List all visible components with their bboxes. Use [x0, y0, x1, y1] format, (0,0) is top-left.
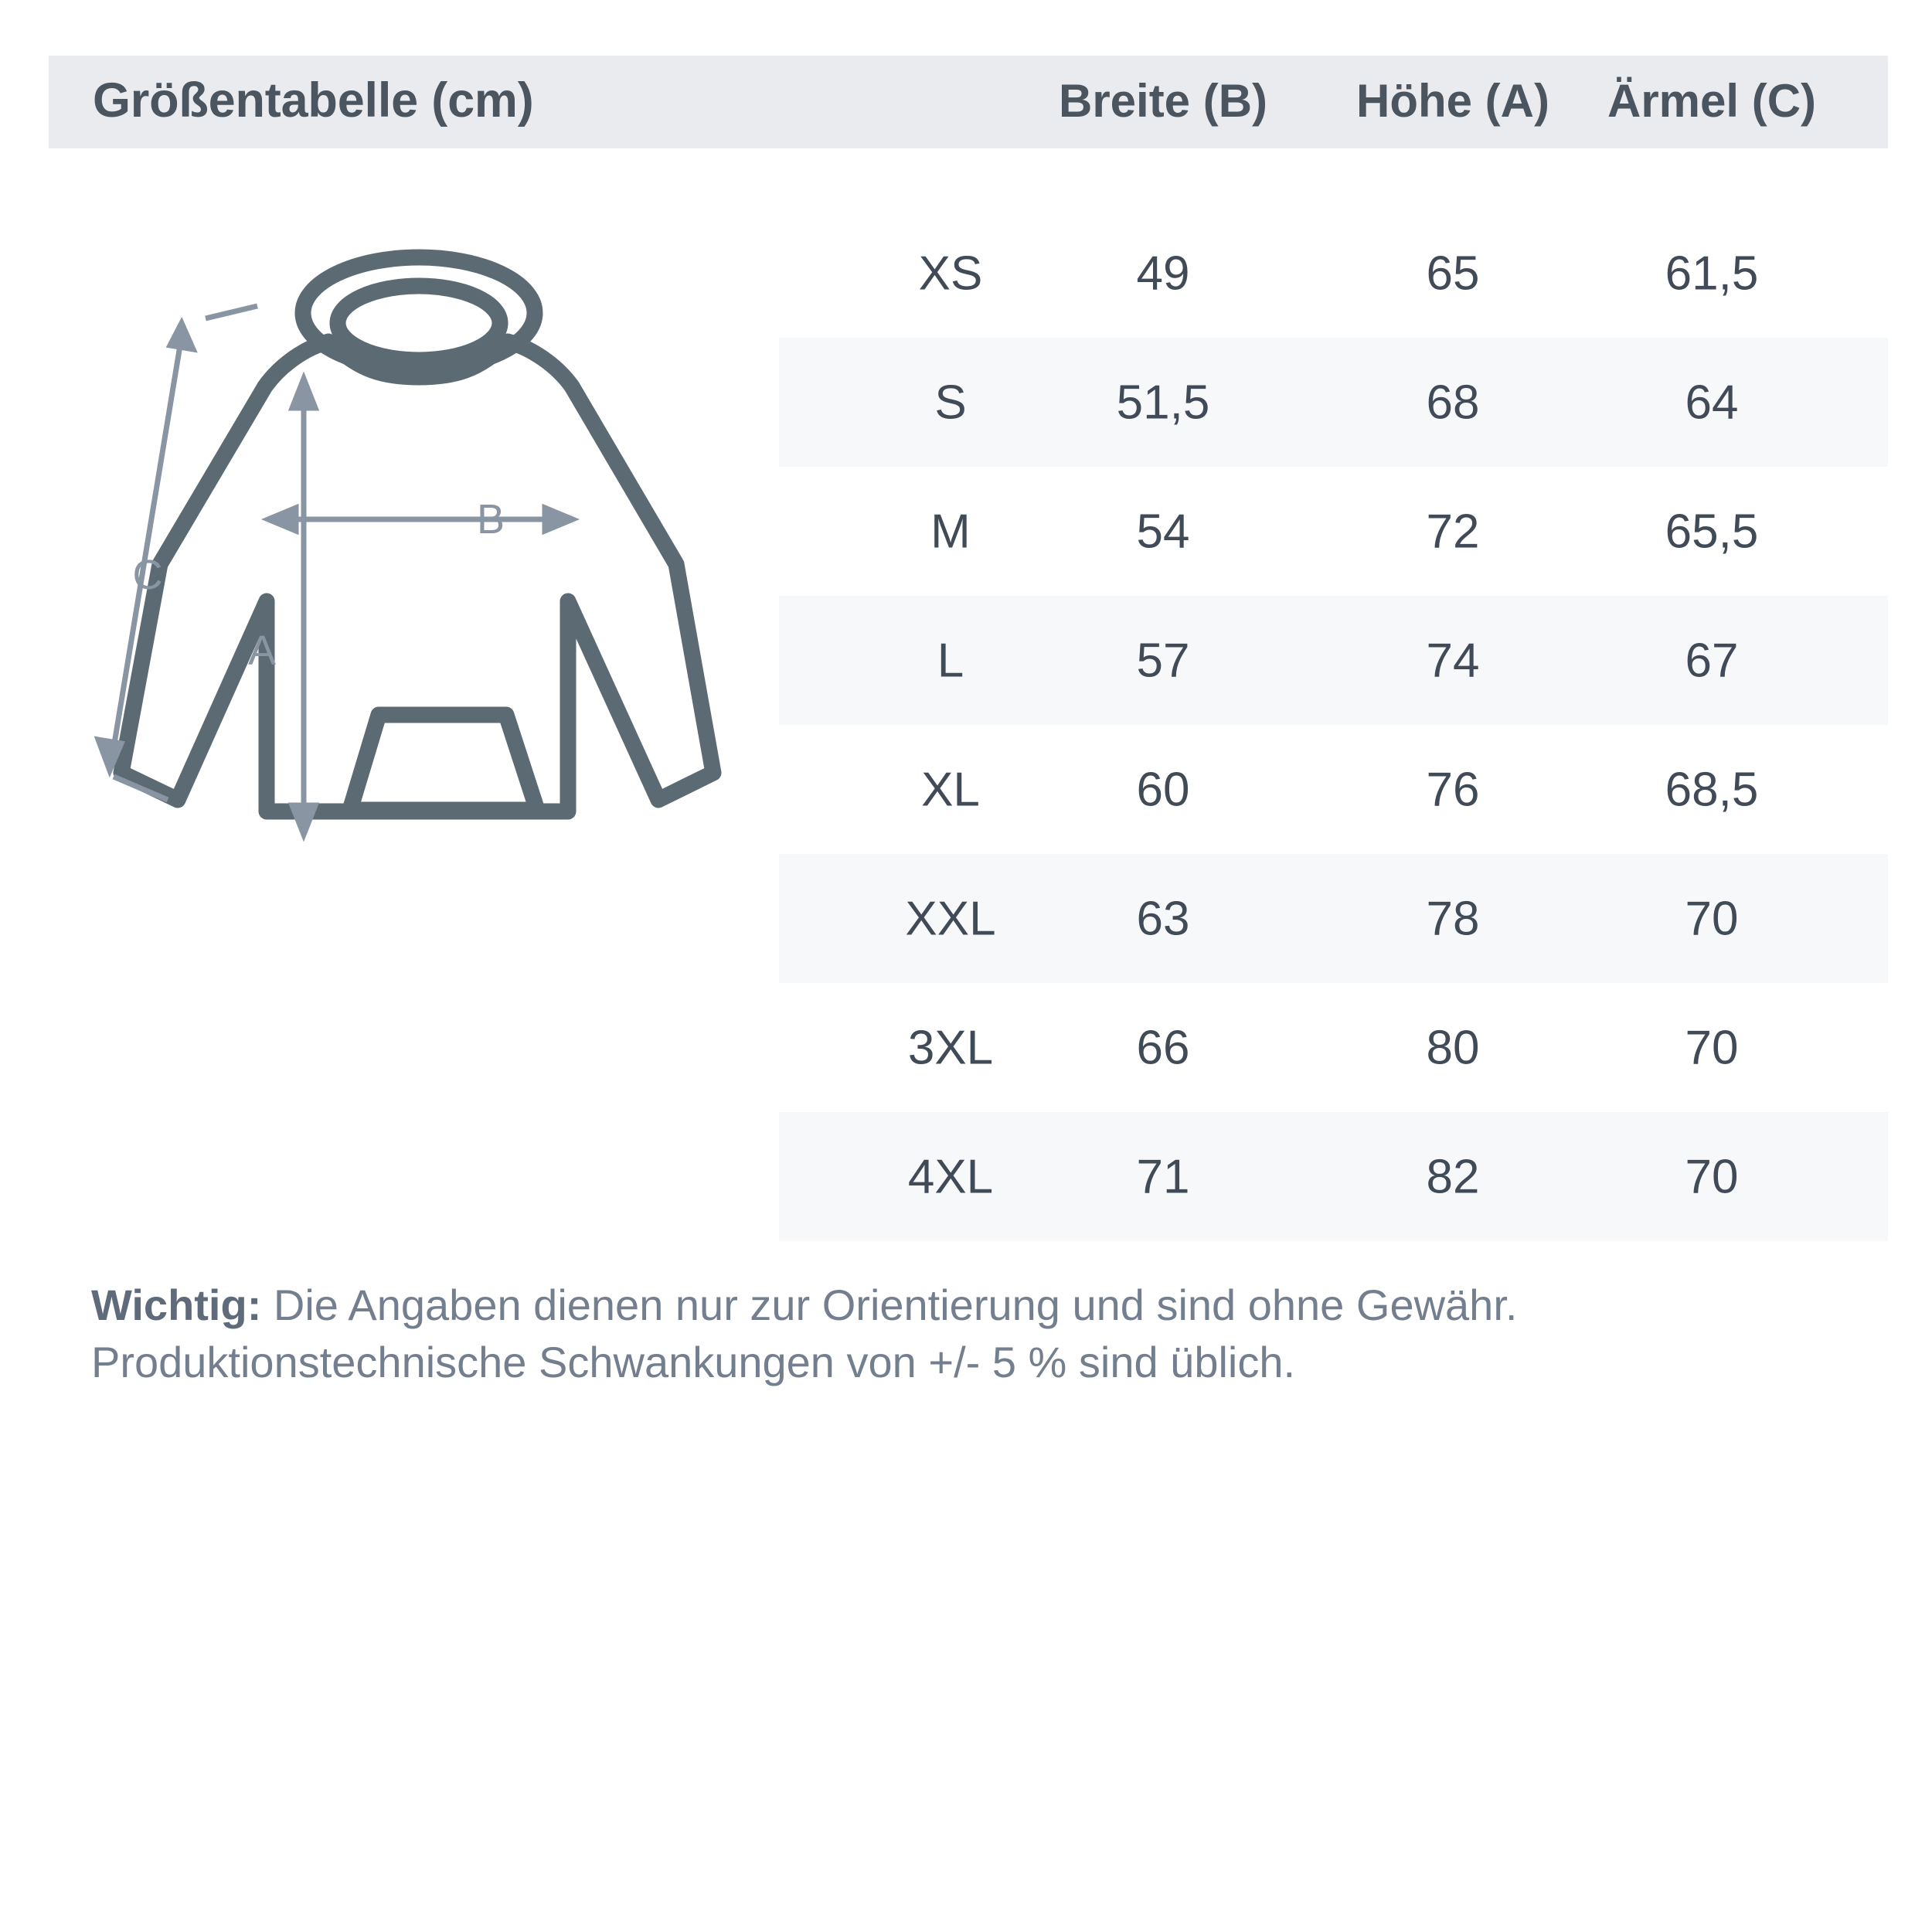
disclaimer-label: Wichtig:	[91, 1281, 262, 1329]
cell-hoehe: 80	[1426, 1021, 1480, 1074]
cell-size: XL	[921, 763, 980, 816]
column-header-hoehe: Höhe (A)	[1356, 75, 1549, 127]
cell-aermel: 65,5	[1665, 505, 1759, 558]
table-row: S 51,5 68 64	[779, 338, 1888, 467]
cell-size: M	[930, 505, 971, 558]
cell-breite: 51,5	[1116, 376, 1210, 429]
cell-size: 3XL	[907, 1021, 994, 1074]
cell-aermel: 64	[1685, 376, 1739, 429]
header-band	[49, 56, 1888, 148]
hoodie-diagram: C B A	[73, 232, 769, 842]
cell-breite: 71	[1136, 1150, 1190, 1203]
dimension-label-c: C	[133, 552, 163, 598]
cell-hoehe: 76	[1426, 763, 1480, 816]
table-row: XL 60 76 68,5	[779, 725, 1888, 854]
cell-breite: 54	[1136, 505, 1190, 558]
cell-breite: 49	[1136, 247, 1190, 300]
cell-hoehe: 72	[1426, 505, 1480, 558]
column-header-aermel: Ärmel (C)	[1607, 75, 1817, 127]
cell-size: L	[937, 634, 964, 687]
size-table: XS 49 65 61,5 S 51,5 68 64 M 54 72 65,5 …	[779, 209, 1888, 1241]
table-row: 3XL 66 80 70	[779, 983, 1888, 1112]
cell-hoehe: 82	[1426, 1150, 1480, 1203]
disclaimer-text: Die Angaben dienen nur zur Orientierung …	[91, 1281, 1518, 1387]
cell-breite: 66	[1136, 1021, 1190, 1074]
cell-aermel: 70	[1685, 1021, 1739, 1074]
cell-aermel: 67	[1685, 634, 1739, 687]
cell-aermel: 70	[1685, 1150, 1739, 1203]
cell-hoehe: 68	[1426, 376, 1480, 429]
cell-hoehe: 74	[1426, 634, 1480, 687]
cell-hoehe: 65	[1426, 247, 1480, 300]
cell-size: XXL	[905, 892, 996, 945]
table-row: L 57 74 67	[779, 596, 1888, 725]
cell-aermel: 70	[1685, 892, 1739, 945]
cell-breite: 63	[1136, 892, 1190, 945]
cell-aermel: 61,5	[1665, 247, 1759, 300]
cell-aermel: 68,5	[1665, 763, 1759, 816]
cell-size: XS	[918, 247, 983, 300]
column-header-breite: Breite (B)	[1058, 75, 1268, 127]
cell-size: S	[934, 376, 967, 429]
table-row: M 54 72 65,5	[779, 467, 1888, 596]
cell-breite: 60	[1136, 763, 1190, 816]
page-title: Größentabelle (cm)	[93, 73, 534, 128]
table-row: XS 49 65 61,5	[779, 209, 1888, 338]
cell-hoehe: 78	[1426, 892, 1480, 945]
disclaimer-note: Wichtig: Die Angaben dienen nur zur Orie…	[91, 1277, 1892, 1392]
cell-size: 4XL	[907, 1150, 994, 1203]
dimension-label-b: B	[477, 496, 505, 543]
table-row: XXL 63 78 70	[779, 854, 1888, 983]
table-row: 4XL 71 82 70	[779, 1112, 1888, 1241]
cell-breite: 57	[1136, 634, 1190, 687]
dimension-label-a: A	[248, 628, 276, 674]
